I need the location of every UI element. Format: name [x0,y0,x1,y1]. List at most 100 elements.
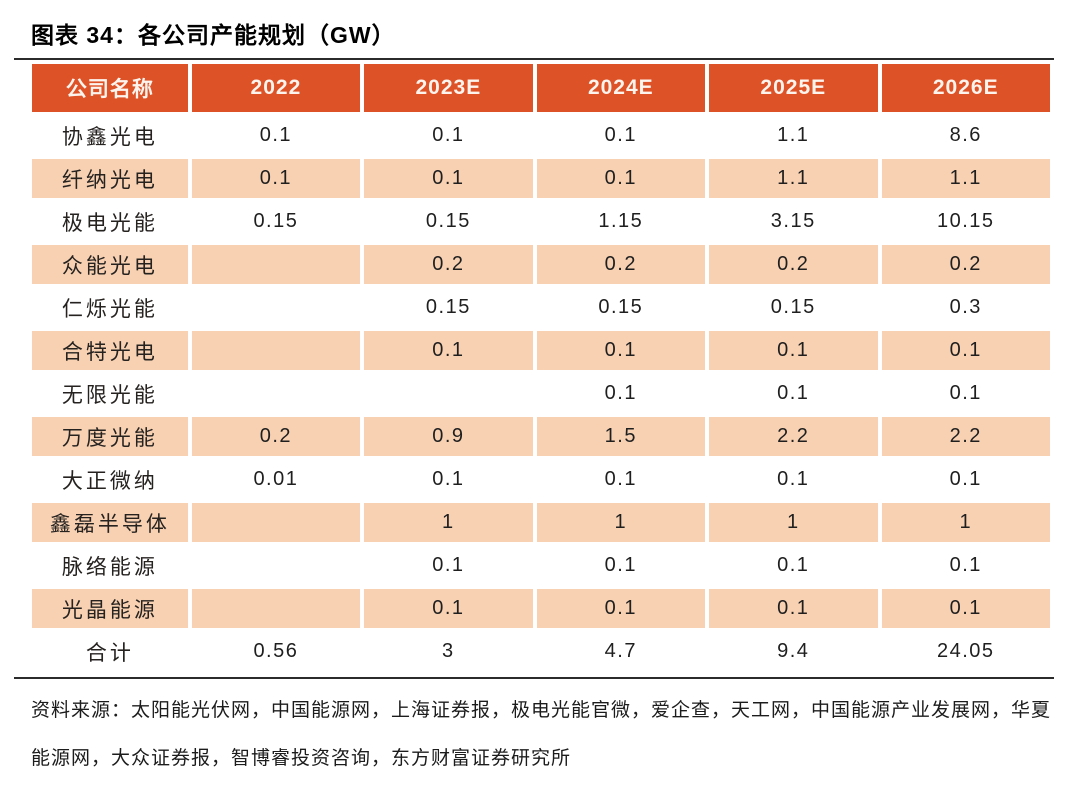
table-row: 光晶能源 0.1 0.1 0.1 0.1 [32,589,1050,628]
company-name-cell: 众能光电 [32,245,188,284]
company-name-cell: 极电光能 [32,202,188,241]
value-cell: 4.7 [536,632,706,671]
value-cell: 0.1 [364,159,533,198]
value-cell: 0.1 [881,331,1050,370]
value-cell: 1 [364,503,533,542]
column-header: 2023E [364,64,533,112]
company-name-cell: 光晶能源 [32,589,188,628]
value-cell: 0.1 [881,460,1050,499]
value-cell: 0.1 [881,374,1050,413]
company-name-cell: 脉络能源 [32,546,188,585]
company-name-cell: 大正微纳 [32,460,188,499]
value-cell: 8.6 [881,116,1050,155]
value-cell: 0.1 [364,331,533,370]
table-row: 合特光电 0.1 0.1 0.1 0.1 [32,331,1050,370]
value-cell: 0.1 [709,331,878,370]
table-row: 万度光能 0.2 0.9 1.5 2.2 2.2 [32,417,1050,456]
table-row: 鑫磊半导体 1 1 1 1 [32,503,1050,542]
value-cell: 0.1 [364,460,533,499]
column-header: 2024E [536,64,706,112]
value-cell [364,374,533,413]
column-header: 2026E [881,64,1050,112]
value-cell: 2.2 [881,417,1050,456]
value-cell [191,546,361,585]
total-row: 合计 0.56 3 4.7 9.4 24.05 [32,632,1050,671]
value-cell: 0.1 [364,116,533,155]
table-body: 协鑫光电 0.1 0.1 0.1 1.1 8.6 纤纳光电 0.1 0.1 0.1 1.1 1.1 极电… [32,116,1050,671]
column-header: 2022 [191,64,361,112]
company-name-cell: 鑫磊半导体 [32,503,188,542]
company-name-cell: 仁烁光能 [32,288,188,327]
table-row: 脉络能源 0.1 0.1 0.1 0.1 [32,546,1050,585]
column-header: 公司名称 [32,64,188,112]
top-rule [14,58,1054,60]
value-cell: 0.3 [881,288,1050,327]
value-cell: 0.15 [709,288,878,327]
value-cell: 0.1 [709,374,878,413]
capacity-table: 公司名称 2022 2023E 2024E 2025E 2026E 协鑫光电 0.1 0.1 0… [28,60,1054,675]
company-name-cell: 合特光电 [32,331,188,370]
table-row: 众能光电 0.2 0.2 0.2 0.2 [32,245,1050,284]
company-name-cell: 万度光能 [32,417,188,456]
source-note: 资料来源：太阳能光伏网，中国能源网，上海证券报，极电光能官微，爱企查，天工网，中… [31,700,1052,770]
value-cell: 0.1 [536,546,706,585]
value-cell: 1.5 [536,417,706,456]
table-header: 公司名称 2022 2023E 2024E 2025E 2026E [32,64,1050,112]
value-cell: 0.1 [536,116,706,155]
value-cell: 1.1 [881,159,1050,198]
value-cell: 10.15 [881,202,1050,241]
value-cell: 0.15 [536,288,706,327]
company-name-cell: 合计 [32,632,188,671]
value-cell: 0.1 [191,116,361,155]
value-cell: 0.1 [536,374,706,413]
value-cell: 0.1 [709,589,878,628]
value-cell: 0.15 [191,202,361,241]
company-name-cell: 协鑫光电 [32,116,188,155]
value-cell: 0.1 [536,331,706,370]
value-cell: 1.15 [536,202,706,241]
value-cell: 1 [536,503,706,542]
table-row: 仁烁光能 0.15 0.15 0.15 0.3 [32,288,1050,327]
value-cell [191,288,361,327]
value-cell: 0.1 [709,460,878,499]
value-cell [191,331,361,370]
value-cell [191,374,361,413]
value-cell: 24.05 [881,632,1050,671]
value-cell: 0.2 [536,245,706,284]
value-cell: 0.1 [536,159,706,198]
table-row: 极电光能 0.15 0.15 1.15 3.15 10.15 [32,202,1050,241]
value-cell: 3.15 [709,202,878,241]
value-cell: 0.1 [881,546,1050,585]
value-cell [191,245,361,284]
value-cell: 0.1 [709,546,878,585]
value-cell: 0.01 [191,460,361,499]
value-cell: 1.1 [709,116,878,155]
value-cell [191,589,361,628]
value-cell: 1.1 [709,159,878,198]
value-cell: 0.1 [364,589,533,628]
value-cell [191,503,361,542]
table-row: 纤纳光电 0.1 0.1 0.1 1.1 1.1 [32,159,1050,198]
table-row: 大正微纳 0.01 0.1 0.1 0.1 0.1 [32,460,1050,499]
value-cell: 9.4 [709,632,878,671]
figure-title: 图表 34：各公司产能规划（GW） [31,22,396,48]
value-cell: 3 [364,632,533,671]
value-cell: 0.1 [191,159,361,198]
bottom-rule [14,677,1054,679]
value-cell: 0.1 [536,589,706,628]
value-cell: 1 [709,503,878,542]
value-cell: 0.56 [191,632,361,671]
value-cell: 1 [881,503,1050,542]
table-row: 无限光能 0.1 0.1 0.1 [32,374,1050,413]
column-header: 2025E [709,64,878,112]
value-cell: 0.1 [364,546,533,585]
value-cell: 0.2 [191,417,361,456]
value-cell: 0.9 [364,417,533,456]
value-cell: 2.2 [709,417,878,456]
company-name-cell: 无限光能 [32,374,188,413]
value-cell: 0.2 [709,245,878,284]
value-cell: 0.15 [364,288,533,327]
table-row: 协鑫光电 0.1 0.1 0.1 1.1 8.6 [32,116,1050,155]
value-cell: 0.2 [364,245,533,284]
